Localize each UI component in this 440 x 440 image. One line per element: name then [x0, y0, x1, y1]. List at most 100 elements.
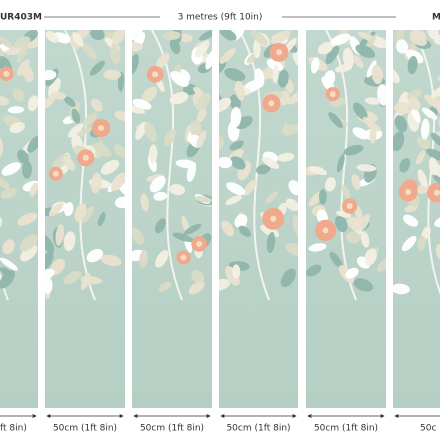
- leaf: [292, 48, 298, 67]
- leaf: [336, 154, 345, 173]
- leaf: [45, 96, 55, 110]
- leaf: [63, 231, 76, 252]
- leaf: [434, 95, 440, 114]
- leaf: [170, 71, 189, 88]
- leaf: [270, 30, 291, 45]
- leaf: [100, 254, 122, 267]
- vine: [325, 30, 357, 301]
- panel-width-label: 50cm (1ft 8in): [226, 424, 290, 434]
- vine: [151, 30, 183, 301]
- leaf: [421, 107, 438, 120]
- leaf: [243, 179, 257, 196]
- leaf: [395, 30, 405, 44]
- leaf: [163, 31, 181, 41]
- leaf: [139, 249, 148, 269]
- leaf: [261, 156, 279, 169]
- leaf: [266, 232, 276, 254]
- leaf: [22, 160, 32, 179]
- panel-width-label: 50c: [420, 424, 436, 434]
- leaf: [190, 120, 203, 140]
- leaf: [164, 128, 176, 147]
- panel-width-label: ft 8in): [0, 424, 27, 434]
- leaf: [224, 67, 246, 82]
- leaf: [81, 272, 91, 290]
- flower-center: [3, 70, 10, 77]
- leaf: [144, 122, 157, 142]
- leaf: [29, 182, 38, 197]
- leaf: [17, 212, 38, 226]
- leaf: [347, 216, 363, 232]
- leaf: [132, 227, 145, 245]
- leaf: [63, 270, 82, 285]
- leaf: [132, 53, 139, 75]
- leaf: [221, 220, 235, 237]
- leaf: [20, 244, 38, 262]
- leaf: [428, 157, 439, 176]
- leaf: [408, 97, 421, 111]
- vine: [238, 30, 270, 301]
- leaf: [254, 68, 265, 88]
- total-width: 3 metres (9ft 10in): [178, 13, 263, 23]
- leaf: [90, 172, 102, 194]
- leaf: [263, 64, 274, 80]
- panel-group: ft 8in) 50cm (1ft 8in) 50cm (1ft 8in) 50cm …: [0, 30, 440, 434]
- leaf: [417, 169, 428, 188]
- leaf: [402, 214, 419, 227]
- leaf: [353, 278, 374, 292]
- label-bg: [399, 420, 440, 434]
- leaf: [288, 180, 298, 196]
- leaf: [364, 248, 377, 266]
- label-bg: [224, 420, 293, 434]
- leaf: [7, 106, 25, 114]
- leaf: [433, 34, 440, 46]
- label-bg: [0, 420, 32, 434]
- panel-width-label: 50cm (1ft 8in): [140, 424, 204, 434]
- leaf: [219, 97, 232, 113]
- leaf: [63, 201, 74, 217]
- leaf: [377, 84, 386, 106]
- leaf: [45, 30, 59, 43]
- leaf: [352, 55, 364, 68]
- leaf: [430, 85, 440, 99]
- leaf: [149, 176, 166, 193]
- leaf: [75, 127, 92, 139]
- flower-center: [276, 49, 283, 56]
- leaf: [432, 172, 440, 185]
- leaf: [0, 270, 15, 289]
- leaf: [366, 60, 377, 78]
- leaf: [172, 232, 194, 243]
- leaf: [16, 44, 28, 63]
- leaf: [63, 96, 76, 107]
- leaf: [287, 90, 298, 105]
- leaf: [191, 270, 205, 284]
- leaf: [229, 140, 244, 151]
- leaf: [97, 212, 106, 227]
- leaf: [329, 33, 351, 46]
- leaf: [407, 55, 418, 75]
- leaf: [435, 131, 440, 145]
- leaf: [420, 118, 430, 140]
- leaf: [114, 111, 125, 122]
- leaf: [90, 30, 105, 41]
- panel-width-label: 50cm (1ft 8in): [314, 424, 378, 434]
- product-code: UR403M: [0, 13, 42, 23]
- leaf: [430, 132, 440, 147]
- leaf: [406, 89, 422, 101]
- leaf: [196, 92, 211, 111]
- leaf: [328, 112, 343, 128]
- leaf: [205, 49, 212, 70]
- leaf: [219, 156, 233, 169]
- leaf: [198, 30, 212, 41]
- leaf: [342, 47, 354, 69]
- flower-center: [405, 188, 412, 195]
- label-bg: [51, 420, 119, 434]
- leaf: [188, 280, 205, 295]
- leaf: [225, 195, 242, 205]
- flower-center: [196, 240, 203, 247]
- leaf: [352, 102, 368, 120]
- leaf: [323, 70, 336, 87]
- leaf: [1, 162, 21, 176]
- leaf: [113, 144, 125, 158]
- leaf: [45, 234, 55, 253]
